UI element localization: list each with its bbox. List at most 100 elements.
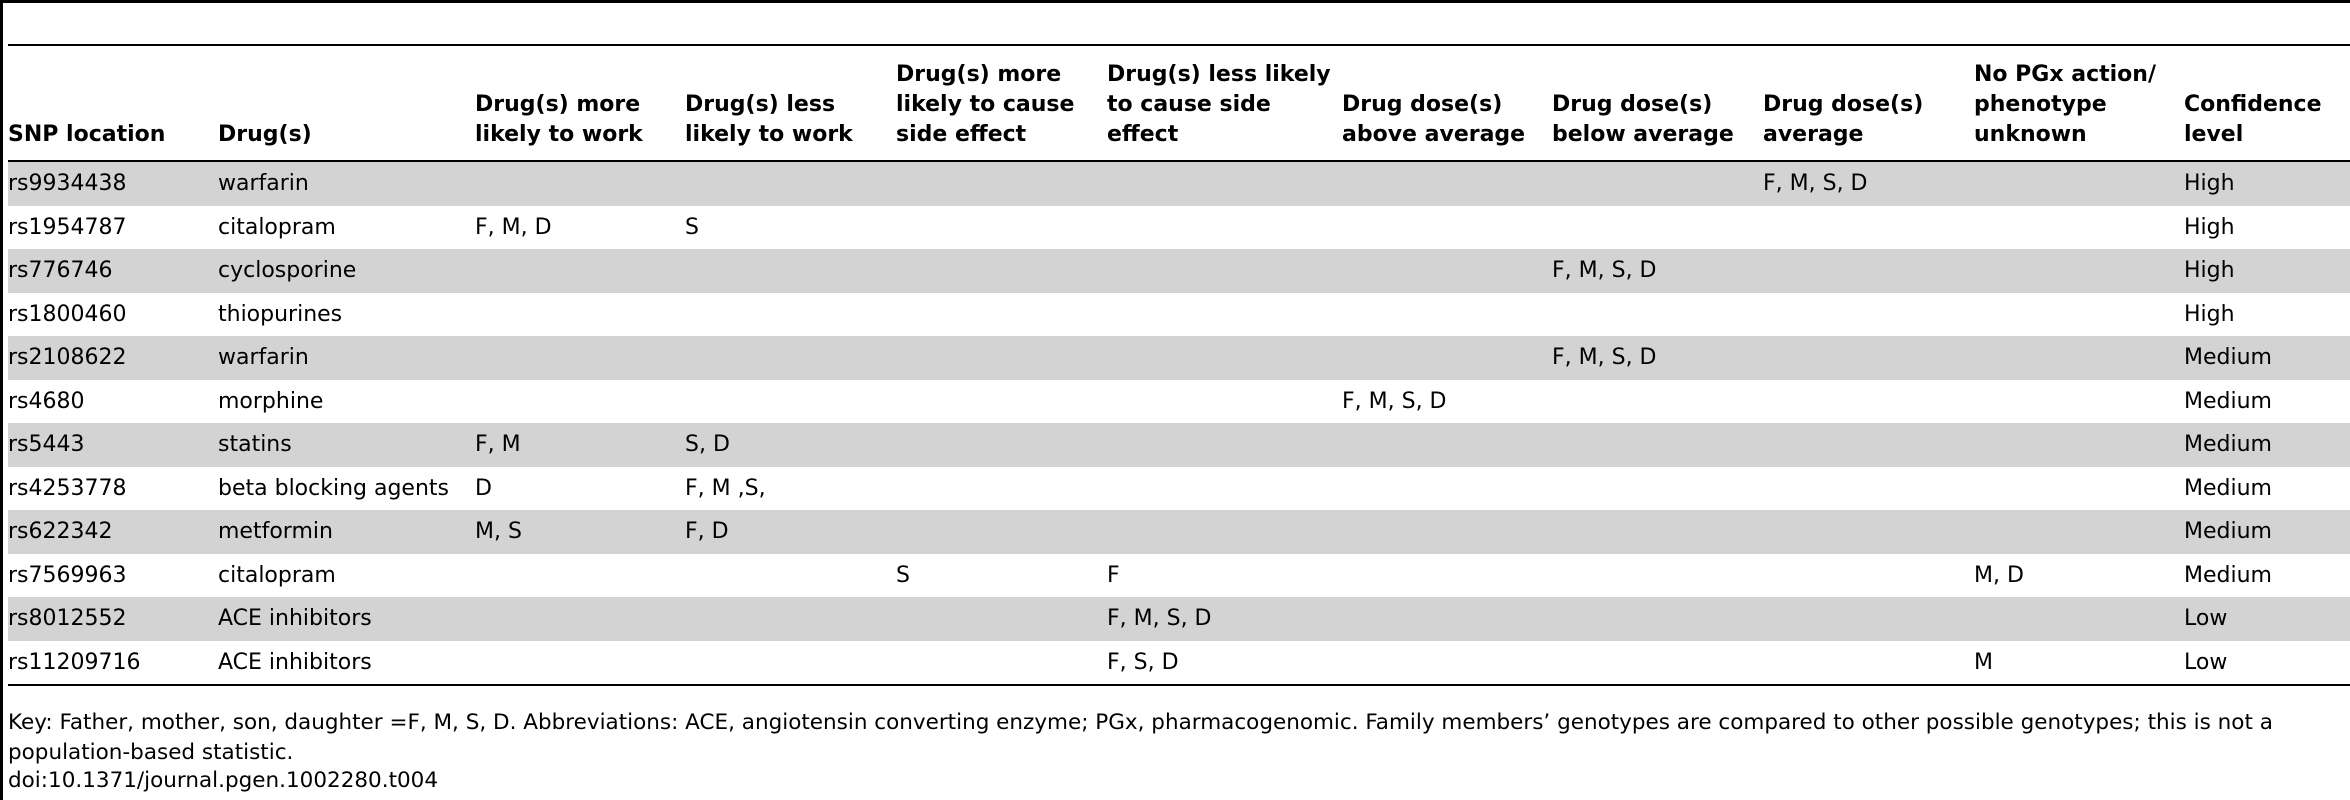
cell-no-pgx-action	[1974, 597, 2184, 641]
table-row: rs4253778 beta blocking agents D F, M ,S, Me…	[8, 467, 2350, 511]
cell-more-side-effect	[896, 161, 1107, 206]
cell-less-likely-work	[685, 249, 896, 293]
header-dose-average: Drug dose(s) average	[1763, 46, 1974, 162]
cell-no-pgx-action	[1974, 467, 2184, 511]
top-rule	[8, 44, 2350, 46]
cell-more-side-effect	[896, 467, 1107, 511]
cell-no-pgx-action	[1974, 380, 2184, 424]
cell-less-side-effect	[1107, 423, 1342, 467]
cell-drugs: citalopram	[218, 214, 336, 240]
cell-dose-average	[1763, 336, 1974, 380]
table-row: rs11209716 ACE inhibitors F, S, D M Low	[8, 640, 2350, 686]
doi-line: doi:10.1371/journal.pgen.1002280.t004	[8, 768, 439, 793]
table-row: rs2108622 warfarin F, M, S, D Medium	[8, 336, 2350, 380]
cell-drugs: ACE inhibitors	[218, 640, 475, 686]
cell-less-side-effect	[1107, 206, 1342, 250]
cell-snp-location: rs8012552	[8, 597, 218, 641]
cell-more-side-effect	[896, 206, 1107, 250]
cell-drugs: warfarin	[218, 336, 475, 380]
cell-less-likely-work: S, D	[685, 423, 896, 467]
cell-no-pgx-action	[1974, 423, 2184, 467]
header-drugs: Drug(s)	[218, 46, 475, 162]
cell-less-likely-work	[685, 554, 896, 598]
cell-dose-below	[1552, 467, 1763, 511]
cell-drugs: warfarin	[218, 161, 475, 206]
cell-confidence: Medium	[2184, 562, 2272, 588]
cell-confidence: Medium	[2184, 336, 2350, 380]
cell-dose-below	[1552, 554, 1763, 598]
header-confidence: Confidence level	[2184, 46, 2350, 162]
cell-drugs: beta blocking agents	[218, 475, 449, 501]
cell-dose-above	[1342, 336, 1552, 380]
cell-dose-average	[1763, 597, 1974, 641]
cell-drugs: thiopurines	[218, 301, 343, 327]
cell-no-pgx-action	[1974, 249, 2184, 293]
cell-drugs: cyclosporine	[218, 249, 475, 293]
cell-dose-average	[1763, 423, 1974, 467]
cell-snp-location: rs776746	[8, 249, 218, 293]
table-row: rs622342 metformin M, S F, D Medium	[8, 510, 2350, 554]
cell-confidence: High	[2184, 214, 2235, 240]
header-row: SNP location Drug(s) Drug(s) more likely…	[8, 46, 2350, 162]
cell-dose-below	[1552, 380, 1763, 424]
table-row: rs7569963 citalopram S F M, D Medium	[8, 554, 2350, 598]
cell-less-likely-work	[685, 597, 896, 641]
cell-more-likely-work	[475, 336, 685, 380]
cell-dose-below	[1552, 206, 1763, 250]
cell-dose-above	[1342, 161, 1552, 206]
cell-more-likely-work	[475, 554, 685, 598]
cell-less-likely-work: S	[685, 214, 699, 240]
cell-dose-average	[1763, 554, 1974, 598]
cell-snp-location: rs1954787	[8, 214, 127, 240]
cell-dose-above	[1342, 467, 1552, 511]
cell-snp-location: rs1800460	[8, 301, 127, 327]
cell-more-side-effect	[896, 380, 1107, 424]
cell-dose-below	[1552, 161, 1763, 206]
table-row: rs1800460 thiopurines High	[8, 293, 2350, 337]
cell-drugs: metformin	[218, 510, 475, 554]
cell-more-side-effect: S	[896, 562, 910, 588]
cell-dose-above	[1342, 249, 1552, 293]
header-no-pgx-action: No PGx action/ phenotype unknown	[1974, 46, 2184, 162]
cell-snp-location: rs11209716	[8, 640, 218, 686]
table-row: rs776746 cyclosporine F, M, S, D High	[8, 249, 2350, 293]
cell-snp-location: rs622342	[8, 510, 218, 554]
cell-more-likely-work	[475, 293, 685, 337]
cell-less-side-effect	[1107, 161, 1342, 206]
cell-less-side-effect: F	[1107, 562, 1120, 588]
cell-dose-above: F, M, S, D	[1342, 388, 1447, 414]
cell-dose-below: F, M, S, D	[1552, 336, 1763, 380]
header-less-side-effect: Drug(s) less likely to cause side effect	[1107, 46, 1342, 162]
cell-dose-average	[1763, 640, 1974, 686]
cell-drugs: ACE inhibitors	[218, 597, 475, 641]
cell-less-side-effect	[1107, 510, 1342, 554]
cell-drugs: statins	[218, 423, 475, 467]
cell-drugs: morphine	[218, 388, 324, 414]
cell-less-likely-work	[685, 161, 896, 206]
cell-no-pgx-action: M	[1974, 640, 2184, 686]
cell-more-side-effect	[896, 510, 1107, 554]
cell-more-side-effect	[896, 640, 1107, 686]
cell-dose-average	[1763, 249, 1974, 293]
cell-dose-below: F, M, S, D	[1552, 249, 1763, 293]
cell-dose-above	[1342, 510, 1552, 554]
cell-less-likely-work: F, M ,S,	[685, 475, 766, 501]
cell-dose-above	[1342, 554, 1552, 598]
cell-less-side-effect	[1107, 336, 1342, 380]
table-row: rs8012552 ACE inhibitors F, M, S, D Low	[8, 597, 2350, 641]
cell-no-pgx-action	[1974, 206, 2184, 250]
cell-dose-above	[1342, 293, 1552, 337]
cell-dose-average	[1763, 467, 1974, 511]
cell-more-likely-work: F, M, D	[475, 214, 552, 240]
cell-less-side-effect	[1107, 380, 1342, 424]
cell-snp-location: rs7569963	[8, 562, 127, 588]
cell-dose-average	[1763, 380, 1974, 424]
cell-dose-above	[1342, 597, 1552, 641]
cell-confidence: High	[2184, 301, 2235, 327]
cell-no-pgx-action	[1974, 293, 2184, 337]
cell-less-likely-work	[685, 640, 896, 686]
cell-confidence: Medium	[2184, 510, 2350, 554]
cell-dose-below	[1552, 597, 1763, 641]
cell-more-side-effect	[896, 293, 1107, 337]
